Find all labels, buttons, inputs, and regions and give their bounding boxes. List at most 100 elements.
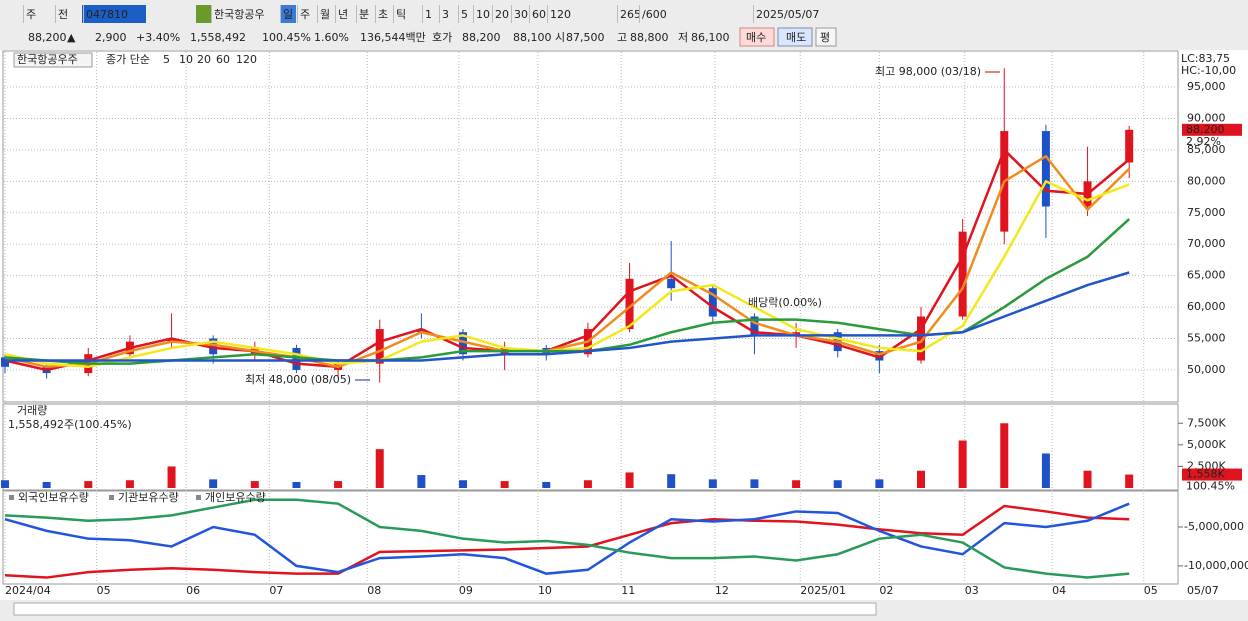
annotation: 최고 98,000 (03/18) [875, 65, 981, 78]
tool-button [211, 5, 212, 23]
code-box[interactable] [82, 5, 146, 23]
toolbar-item[interactable]: 265 [620, 8, 641, 21]
candle-body [708, 288, 717, 317]
tool-button [617, 5, 618, 23]
x-tick-label: 06 [186, 584, 200, 597]
toolbar-item[interactable]: 주 [300, 8, 310, 21]
legend-entry[interactable]: 기관보유수량 [118, 491, 179, 504]
legend-swatch [9, 495, 14, 500]
toolbar-item[interactable]: 5 [461, 8, 468, 21]
volume-bar [334, 481, 343, 488]
volume-bar [500, 481, 509, 488]
x-tick-label: 11 [621, 584, 635, 597]
x-tick-label: 12 [715, 584, 729, 597]
candle-body [750, 316, 759, 336]
toolbar-item[interactable]: 10 [476, 8, 490, 21]
toolbar-item[interactable]: 초 [378, 8, 388, 21]
toolbar-item[interactable]: 월 [320, 8, 330, 21]
quote-item: 88,800 [630, 31, 669, 44]
ma-line [4, 179, 1130, 369]
quote-item: 136,544백만 [360, 31, 426, 44]
legend-entry[interactable]: 120 [236, 53, 257, 66]
volume-bar [542, 481, 551, 488]
sell-button[interactable] [777, 27, 813, 47]
volume-bar [125, 480, 134, 488]
toolbar-item[interactable]: 전 [58, 8, 68, 21]
toolbar-item[interactable]: 60 [532, 8, 546, 21]
avg-button[interactable] [815, 27, 837, 47]
toolbar-item[interactable]: 분 [359, 8, 369, 21]
chart-title: 한국항공우주 [17, 53, 78, 66]
volume-panel [2, 403, 1179, 491]
legend-entry[interactable]: 60 [216, 53, 230, 66]
legend-swatch [109, 495, 114, 500]
legend-entry[interactable]: 10 [179, 53, 193, 66]
y-tick-label: 50,000 [1187, 363, 1226, 376]
holding-line [4, 498, 1130, 579]
last-volume-box [1182, 468, 1242, 481]
toolbar-item[interactable]: 일 [283, 7, 293, 21]
volume-bar [958, 440, 967, 488]
period-day[interactable] [280, 5, 296, 23]
y-tick-label: 55,000 [1187, 332, 1226, 345]
buy-button[interactable] [739, 27, 775, 47]
toolbar-item[interactable]: 3 [442, 8, 449, 21]
panel-title: 거래량 [17, 404, 47, 417]
y-tick-label: 75,000 [1187, 206, 1226, 219]
x-tick-label: 04 [1052, 584, 1066, 597]
quote-item: 87,500 [566, 31, 605, 44]
legend-entry[interactable]: 개인보유수량 [205, 491, 266, 504]
legend-entry[interactable]: 5 [163, 53, 170, 66]
toolbar-item[interactable]: 한국항공우 [214, 8, 265, 21]
annotation: 배당락(0.00%) [748, 296, 822, 309]
volume-bar [209, 479, 218, 488]
x-tick-label: 05 [1144, 584, 1158, 597]
y-tick-label: 5,000K [1187, 438, 1226, 451]
holding-line [4, 502, 1130, 575]
toolbar-item[interactable]: 20 [495, 8, 509, 21]
new-icon [196, 5, 212, 23]
toolbar-item[interactable]: 30 [514, 8, 528, 21]
panel-subtitle: 1,558,492주(100.45%) [8, 418, 132, 431]
x-tick-label: 03 [965, 584, 979, 597]
quote-item: 저 [678, 31, 688, 44]
tool-button [529, 5, 530, 23]
candle-body [1125, 129, 1134, 163]
volume-bar [833, 480, 842, 488]
candle-body [209, 338, 218, 355]
candle-body [459, 332, 467, 355]
volume-bar [292, 481, 301, 488]
legend-box [13, 52, 93, 68]
tool-button [492, 5, 493, 23]
volume-bar [1083, 470, 1092, 488]
legend-swatch [196, 495, 201, 500]
toolbar-item[interactable]: 년 [338, 8, 348, 21]
toolbar-item[interactable]: /600 [642, 8, 667, 21]
candle-body [375, 329, 384, 364]
quote-item[interactable]: 평 [820, 31, 830, 44]
volume-bar [1, 480, 9, 488]
legend-entry[interactable]: 외국인보유수량 [18, 491, 89, 504]
y-tick-label: 85,000 [1187, 143, 1226, 156]
legend-entry[interactable]: 20 [197, 53, 211, 66]
toolbar-item[interactable]: 2025/05/07 [756, 8, 819, 21]
tool-button [753, 5, 754, 23]
toolbar-item[interactable]: 047810 [86, 8, 128, 21]
volume-bar [792, 480, 801, 488]
quote-item[interactable]: 매도 [786, 31, 806, 44]
x-tick-label: 2025/01 [800, 584, 846, 597]
toolbar-item[interactable]: 120 [550, 8, 571, 21]
candle-body [1, 357, 9, 367]
volume-bar [1125, 474, 1134, 488]
quote-item: ▲ [67, 31, 76, 44]
volume-bar [375, 449, 384, 488]
tool-button [280, 5, 281, 23]
volume-bar [917, 470, 925, 488]
quote-item: 86,100 [691, 31, 730, 44]
toolbar-item[interactable]: 틱 [396, 8, 406, 21]
toolbar-item[interactable]: 1 [425, 8, 432, 21]
toolbar-item[interactable]: 주 [26, 8, 36, 21]
scroll-track[interactable] [13, 602, 877, 616]
volume-bar [167, 466, 176, 488]
quote-item[interactable]: 매수 [746, 31, 766, 44]
